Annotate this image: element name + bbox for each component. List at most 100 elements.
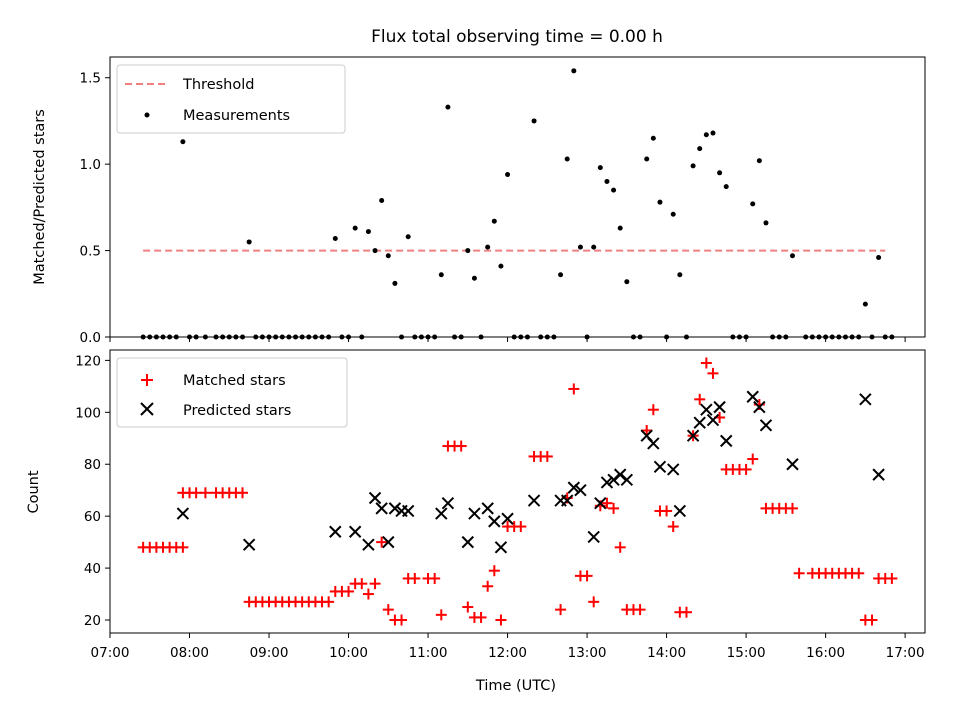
measurement-point bbox=[405, 234, 411, 240]
predicted-star-point bbox=[567, 481, 581, 494]
predicted-star-point bbox=[786, 458, 799, 471]
bottom-legend-box bbox=[116, 357, 348, 428]
predicted-star-point bbox=[488, 515, 501, 528]
x-tick-label: 13:00 bbox=[568, 645, 607, 661]
matched-star-point bbox=[853, 567, 865, 579]
measurement-point bbox=[571, 68, 577, 74]
top-legend-box bbox=[116, 64, 346, 134]
measurement-point bbox=[505, 172, 511, 178]
measurement-point bbox=[372, 248, 378, 254]
predicted-star-point bbox=[501, 512, 514, 525]
matched-star-point bbox=[382, 604, 394, 616]
matched-star-point bbox=[641, 424, 653, 436]
measurement-point bbox=[332, 235, 338, 241]
matched-star-point bbox=[700, 357, 712, 369]
matched-star-point bbox=[740, 463, 752, 475]
measurement-point bbox=[789, 253, 795, 259]
matched-star-point bbox=[376, 536, 388, 548]
measurement-point bbox=[385, 253, 391, 259]
measurement-point bbox=[352, 225, 358, 231]
predicted-star-point bbox=[382, 535, 395, 549]
predicted-star-point bbox=[362, 538, 375, 551]
matched-star-point bbox=[323, 596, 335, 608]
measurement-point bbox=[703, 132, 709, 138]
top-axes: 0.0 0.5 1.0 1.5 bbox=[80, 71, 906, 346]
top-panel: 0.0 0.5 1.0 1.5 Matched/Predicted stars Thr… bbox=[32, 56, 926, 346]
predicted-star-point bbox=[441, 496, 455, 510]
predicted-star-point bbox=[700, 403, 713, 416]
measurement-point bbox=[677, 272, 683, 278]
x-tick-label: 11:00 bbox=[409, 645, 448, 661]
x-tick-label: 15:00 bbox=[727, 645, 766, 661]
matched-star-point bbox=[343, 585, 355, 597]
matched-star-point bbox=[555, 604, 567, 616]
matched-star-point bbox=[588, 596, 600, 608]
x-tick-label: 08:00 bbox=[170, 645, 209, 661]
predicted-star-point bbox=[176, 507, 190, 520]
x-tick-label: 10:00 bbox=[329, 645, 368, 661]
predicted-star-point bbox=[859, 393, 872, 406]
measurement-point bbox=[564, 156, 570, 162]
matched-star-point bbox=[455, 440, 467, 452]
top-legend: Threshold Measurements bbox=[116, 64, 346, 134]
measurement-point bbox=[392, 280, 398, 286]
matched-star-point bbox=[237, 487, 249, 499]
top-plot-frame bbox=[109, 56, 926, 338]
top-y-tick-label: 0.0 bbox=[80, 330, 101, 346]
predicted-star-point bbox=[713, 400, 726, 414]
predicted-star-point bbox=[388, 502, 402, 515]
top-y-axis-label: Matched/Predicted stars bbox=[32, 109, 48, 285]
predicted-star-point bbox=[594, 496, 607, 510]
measurement-point bbox=[485, 244, 491, 250]
matched-star-point bbox=[608, 502, 620, 514]
predicted-star-point bbox=[746, 390, 759, 403]
predicted-star-point bbox=[560, 494, 574, 507]
measurement-point bbox=[710, 130, 716, 136]
measurement-point bbox=[604, 178, 610, 184]
matched-star-point bbox=[747, 453, 759, 465]
measurement-point bbox=[717, 170, 723, 176]
measurement-point bbox=[180, 139, 186, 145]
measurement-point bbox=[498, 263, 504, 269]
matched-star-point bbox=[475, 611, 487, 623]
measurement-point bbox=[617, 225, 623, 231]
measurement-point bbox=[611, 187, 617, 193]
legend-predicted-label: Predicted stars bbox=[183, 403, 291, 419]
bottom-y-tick-label: 20 bbox=[84, 613, 101, 629]
measurement-point bbox=[365, 229, 371, 235]
bottom-axes: 20 40 60 80 100 120 07:00 08:00 09:00 10:00 11:00 1… bbox=[75, 353, 924, 661]
measurement-point bbox=[876, 254, 882, 260]
predicted-star-point bbox=[607, 473, 620, 487]
matched-star-point bbox=[786, 502, 798, 514]
matched-star-point bbox=[568, 383, 580, 395]
measurement-point bbox=[723, 184, 729, 190]
matched-star-point bbox=[435, 609, 447, 621]
x-tick-label: 07:00 bbox=[91, 645, 130, 661]
predicted-star-point bbox=[872, 468, 885, 481]
count-series bbox=[137, 357, 898, 626]
measurement-point bbox=[756, 158, 762, 164]
matched-star-point bbox=[488, 565, 500, 577]
predicted-star-point bbox=[435, 507, 448, 520]
chart-title: Flux total observing time = 0.00 h bbox=[371, 27, 663, 47]
predicted-star-point bbox=[693, 416, 706, 429]
matched-star-point bbox=[647, 404, 659, 416]
x-tick-label: 09:00 bbox=[250, 645, 289, 661]
predicted-star-point bbox=[468, 507, 481, 520]
predicted-star-point bbox=[348, 525, 362, 538]
predicted-star-point bbox=[620, 473, 634, 487]
predicted-star-point bbox=[401, 504, 415, 518]
matched-star-point bbox=[541, 450, 553, 462]
measurement-point bbox=[438, 272, 444, 278]
legend-measurements-label: Measurements bbox=[183, 108, 290, 124]
matched-star-point bbox=[866, 614, 878, 626]
matched-star-point bbox=[362, 588, 374, 600]
measurement-point bbox=[531, 118, 537, 124]
legend-predicted-swatch bbox=[140, 402, 154, 416]
bottom-panel: 20 40 60 80 100 120 07:00 08:00 09:00 10:00 11:00 1… bbox=[26, 349, 926, 694]
matched-star-point bbox=[581, 570, 593, 582]
measurement-point bbox=[750, 201, 756, 207]
bottom-y-tick-label: 60 bbox=[84, 509, 101, 525]
top-y-tick-label: 1.5 bbox=[80, 71, 101, 87]
